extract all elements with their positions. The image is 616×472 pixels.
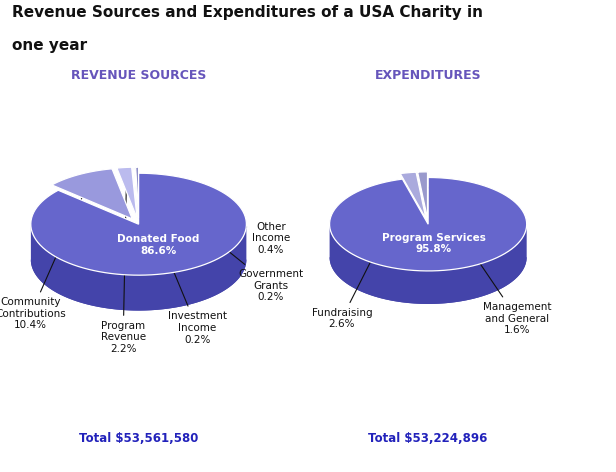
Text: one year: one year <box>12 38 87 53</box>
Polygon shape <box>132 167 138 218</box>
Polygon shape <box>400 172 426 219</box>
Polygon shape <box>330 177 527 271</box>
Polygon shape <box>136 167 139 218</box>
Text: EXPENDITURES: EXPENDITURES <box>375 69 482 82</box>
Polygon shape <box>330 257 527 304</box>
Polygon shape <box>418 172 428 219</box>
Polygon shape <box>31 260 246 311</box>
Text: Program
Revenue
2.2%: Program Revenue 2.2% <box>100 179 146 354</box>
Polygon shape <box>52 169 132 219</box>
Text: Total $53,561,580: Total $53,561,580 <box>79 432 198 446</box>
Text: REVENUE SOURCES: REVENUE SOURCES <box>71 69 206 82</box>
Text: Revenue Sources and Expenditures of a USA Charity in: Revenue Sources and Expenditures of a US… <box>12 5 484 20</box>
Text: Government
Grants
0.2%: Government Grants 0.2% <box>137 178 304 302</box>
Text: Fundraising
2.6%: Fundraising 2.6% <box>312 184 410 329</box>
Polygon shape <box>330 225 527 304</box>
Text: Community
Contributions
10.4%: Community Contributions 10.4% <box>0 185 87 330</box>
Text: Program Services
95.8%: Program Services 95.8% <box>382 233 485 254</box>
Polygon shape <box>117 167 137 218</box>
Text: Management
and General
1.6%: Management and General 1.6% <box>425 183 552 335</box>
Text: Investment
Income
0.2%: Investment Income 0.2% <box>135 179 227 345</box>
Text: Donated Food
86.6%: Donated Food 86.6% <box>117 234 200 256</box>
Polygon shape <box>31 173 246 275</box>
Text: Other
Income
0.4%: Other Income 0.4% <box>140 177 290 255</box>
Polygon shape <box>134 167 138 218</box>
Polygon shape <box>31 225 246 311</box>
Text: Total $53,224,896: Total $53,224,896 <box>368 432 488 446</box>
